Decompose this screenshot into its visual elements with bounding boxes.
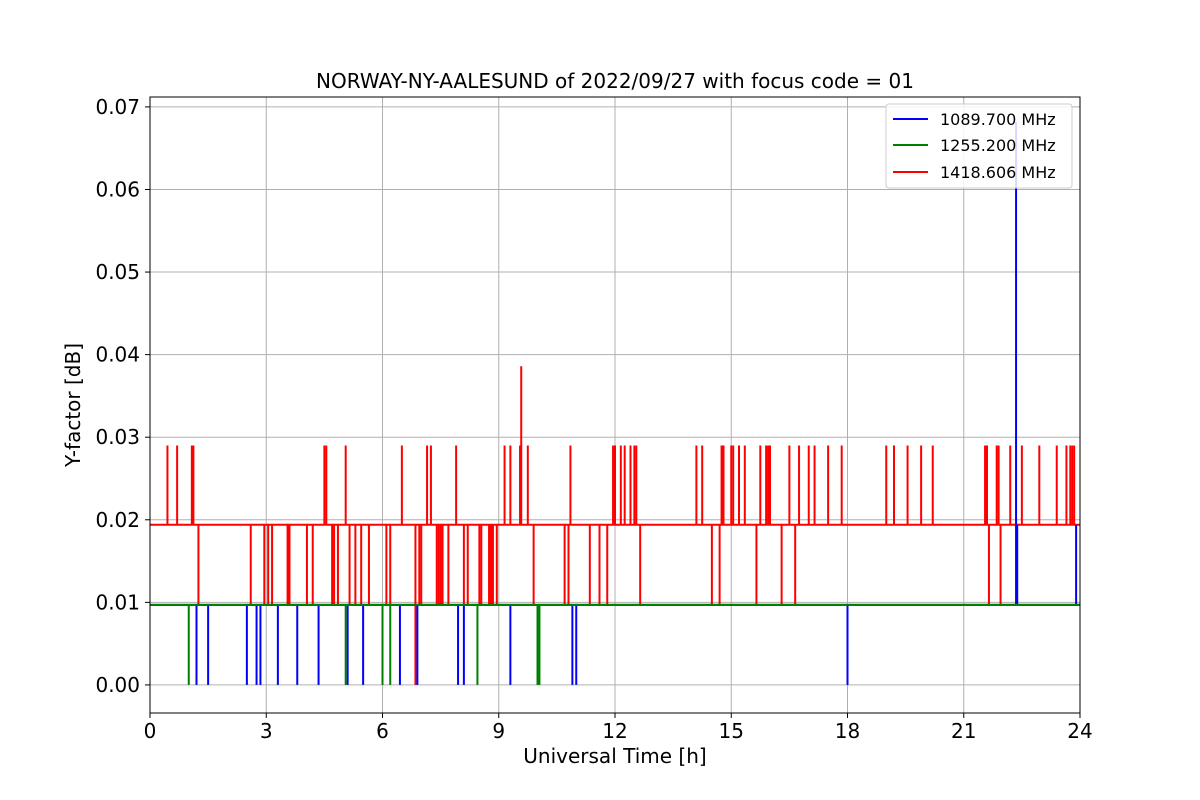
- x-axis: 0 3 6 9 12 15 18 21 24: [144, 713, 1093, 743]
- x-tick-label: 9: [492, 719, 505, 743]
- x-tick-label: 6: [376, 719, 389, 743]
- y-axis: 0.00 0.01 0.02 0.03 0.04 0.05 0.06 0.07: [95, 95, 150, 697]
- y-tick-label: 0.07: [95, 95, 140, 119]
- x-tick-label: 21: [951, 719, 976, 743]
- series-layer: [150, 121, 1080, 685]
- x-axis-label: Universal Time [h]: [523, 744, 706, 768]
- series-1255: [150, 603, 1080, 685]
- series-1418: [150, 366, 1080, 685]
- y-tick-label: 0.02: [95, 508, 140, 532]
- legend: 1089.700 MHz 1255.200 MHz 1418.606 MHz: [885, 103, 1073, 189]
- y-tick-label: 0.03: [95, 425, 140, 449]
- series-1089: [150, 121, 1080, 685]
- x-tick-label: 18: [835, 719, 860, 743]
- x-tick-label: 12: [602, 719, 627, 743]
- x-tick-label: 15: [719, 719, 744, 743]
- y-tick-label: 0.04: [95, 343, 140, 367]
- x-tick-label: 24: [1067, 719, 1092, 743]
- legend-label-1418: 1418.606 MHz: [940, 163, 1056, 182]
- x-tick-label: 3: [260, 719, 273, 743]
- x-tick-label: 0: [144, 719, 157, 743]
- y-tick-label: 0.01: [95, 590, 140, 614]
- legend-label-1089: 1089.700 MHz: [940, 110, 1056, 129]
- y-tick-label: 0.00: [95, 673, 140, 697]
- legend-box: [885, 103, 1073, 189]
- y-tick-label: 0.06: [95, 177, 140, 201]
- y-tick-label: 0.05: [95, 260, 140, 284]
- chart-title: NORWAY-NY-AALESUND of 2022/09/27 with fo…: [316, 69, 914, 93]
- legend-label-1255: 1255.200 MHz: [940, 136, 1056, 155]
- y-axis-label: Y-factor [dB]: [61, 343, 85, 468]
